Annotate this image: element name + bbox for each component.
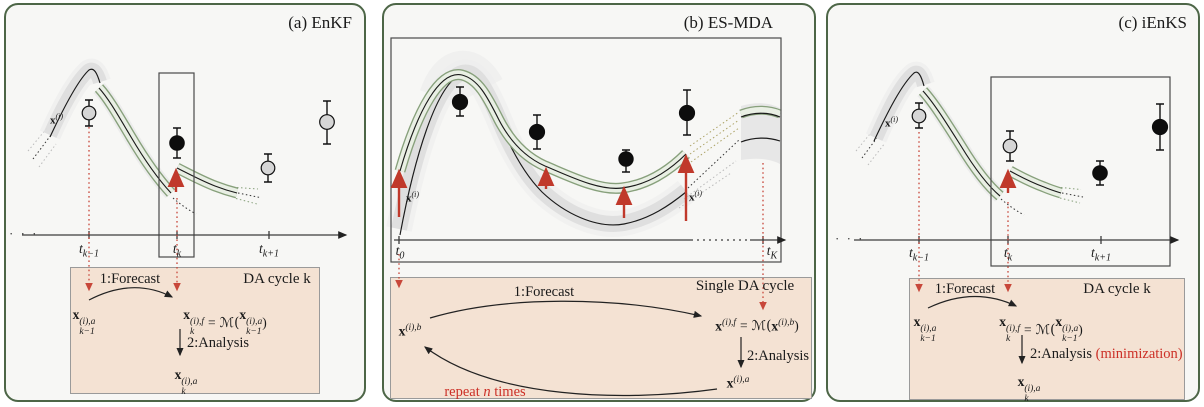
trajectory-plot-esmda (386, 37, 787, 397)
state-analysis-post: x (i),a k (1017, 374, 1041, 405)
observation-future-1 (260, 153, 276, 183)
trajectory-plot-enkf (22, 58, 348, 357)
time-axis (854, 236, 1180, 244)
repeat-label: repeat n times (444, 384, 526, 400)
trajectory-end-dotted (1000, 187, 1084, 216)
panel-esmda: (b) ES-MDA x(i) x(i) t0 tK 1:Forecast Si… (382, 3, 816, 402)
repeat-arrow (424, 346, 718, 397)
cycle-box-title: DA cycle k (243, 271, 311, 287)
cycle-box-title: Single DA cycle (695, 278, 795, 294)
assimilation-window-rect (390, 37, 782, 263)
posterior-band (917, 85, 1063, 202)
step2-label: 2:Analysis (minimization) (1030, 346, 1183, 362)
final-forecast-band (739, 103, 782, 164)
da-cycle-box (390, 277, 812, 399)
forecast-equation: x(i),f = ℳ( x(i),b ) (715, 318, 799, 335)
time-axis (22, 231, 348, 239)
tick-t-k: tk (1003, 245, 1013, 264)
prior-band (386, 50, 695, 237)
observation-3 (618, 149, 634, 173)
prior-band (865, 61, 935, 143)
tick-t-K: tK (766, 243, 778, 262)
tick-t-k-plus-1: tk+1 (259, 241, 279, 260)
time-axis (394, 236, 787, 244)
step1-label: 1:Forecast (99, 271, 161, 287)
trajectory-plot-ienks (854, 61, 1180, 365)
analysis-update-arrows (390, 153, 695, 221)
forecast-arrow (927, 295, 1018, 309)
step2-label: 2:Analysis (187, 335, 250, 351)
tick-t-k-plus-1: tk+1 (1091, 245, 1111, 264)
trajectory-start-dotted (855, 128, 886, 166)
ensemble-member-label-left: x(i) (406, 190, 420, 205)
ensemble-member-label: x(i) (50, 112, 64, 127)
da-cycle-box (70, 267, 320, 394)
axis-ellipsis: · · · (835, 231, 865, 246)
observation-window-3 (1151, 103, 1169, 151)
forecast-equation: x (i),f k = ℳ( x (i),a k−1 ) (999, 314, 1083, 345)
observation-2 (528, 114, 546, 150)
forecast-arrow (88, 287, 174, 301)
observation-assimilated-past (911, 102, 927, 129)
observation-current (169, 127, 185, 159)
minimization-note: (minimization) (1095, 346, 1183, 362)
tick-t-k: tk (172, 241, 182, 260)
forecast-equation: x (i),f k = ℳ( x (i),a k−1 ) (183, 307, 267, 338)
assimilation-window-rect (158, 72, 195, 258)
tick-t-k-minus-1: tk−1 (79, 241, 99, 260)
observation-1 (451, 86, 469, 117)
observation-4 (678, 89, 696, 136)
posterior-band (93, 82, 239, 199)
step2-label: 2:Analysis (747, 348, 810, 364)
ensemble-member-label: x(i) (885, 115, 899, 130)
state-background: x(i),b (398, 323, 422, 339)
state-analysis: x(i),a (726, 375, 750, 391)
panel-title: (c) iEnKS (1118, 13, 1187, 32)
panel-enkf: (a) EnKF x(i) · · · tk−1 tk tk+1 1:Forec… (4, 3, 366, 402)
forecast-arrow (429, 300, 703, 319)
state-analysis-prev: x (i),a k−1 (72, 307, 96, 338)
observation-assimilated-past (81, 99, 97, 127)
assimilation-window-rect (990, 76, 1171, 267)
observation-window-1 (1002, 130, 1018, 162)
ensemble-member-label-right: x(i) (689, 189, 703, 204)
state-analysis-prev: x (i),a k−1 (913, 314, 937, 345)
step1-label: 1:Forecast (513, 284, 575, 300)
trajectory-end-dotted (678, 111, 740, 209)
tick-t-k-minus-1: tk−1 (909, 245, 929, 264)
cycle-box-title: DA cycle k (1083, 281, 1151, 297)
prior-band (39, 58, 111, 140)
axis-ellipsis: · · · (9, 226, 39, 241)
panel-title: (b) ES-MDA (683, 13, 773, 32)
observation-window-2 (1092, 160, 1108, 186)
state-analysis-post: x (i),a k (174, 367, 198, 398)
panel-ienks: (c) iEnKS x(i) · · · tk−1 tk tk+1 1:Fore… (826, 3, 1200, 405)
step1-label: 1:Forecast (934, 281, 996, 297)
tick-t-0: t0 (395, 243, 405, 262)
observation-future-2 (319, 100, 335, 145)
panel-title: (a) EnKF (288, 13, 352, 32)
